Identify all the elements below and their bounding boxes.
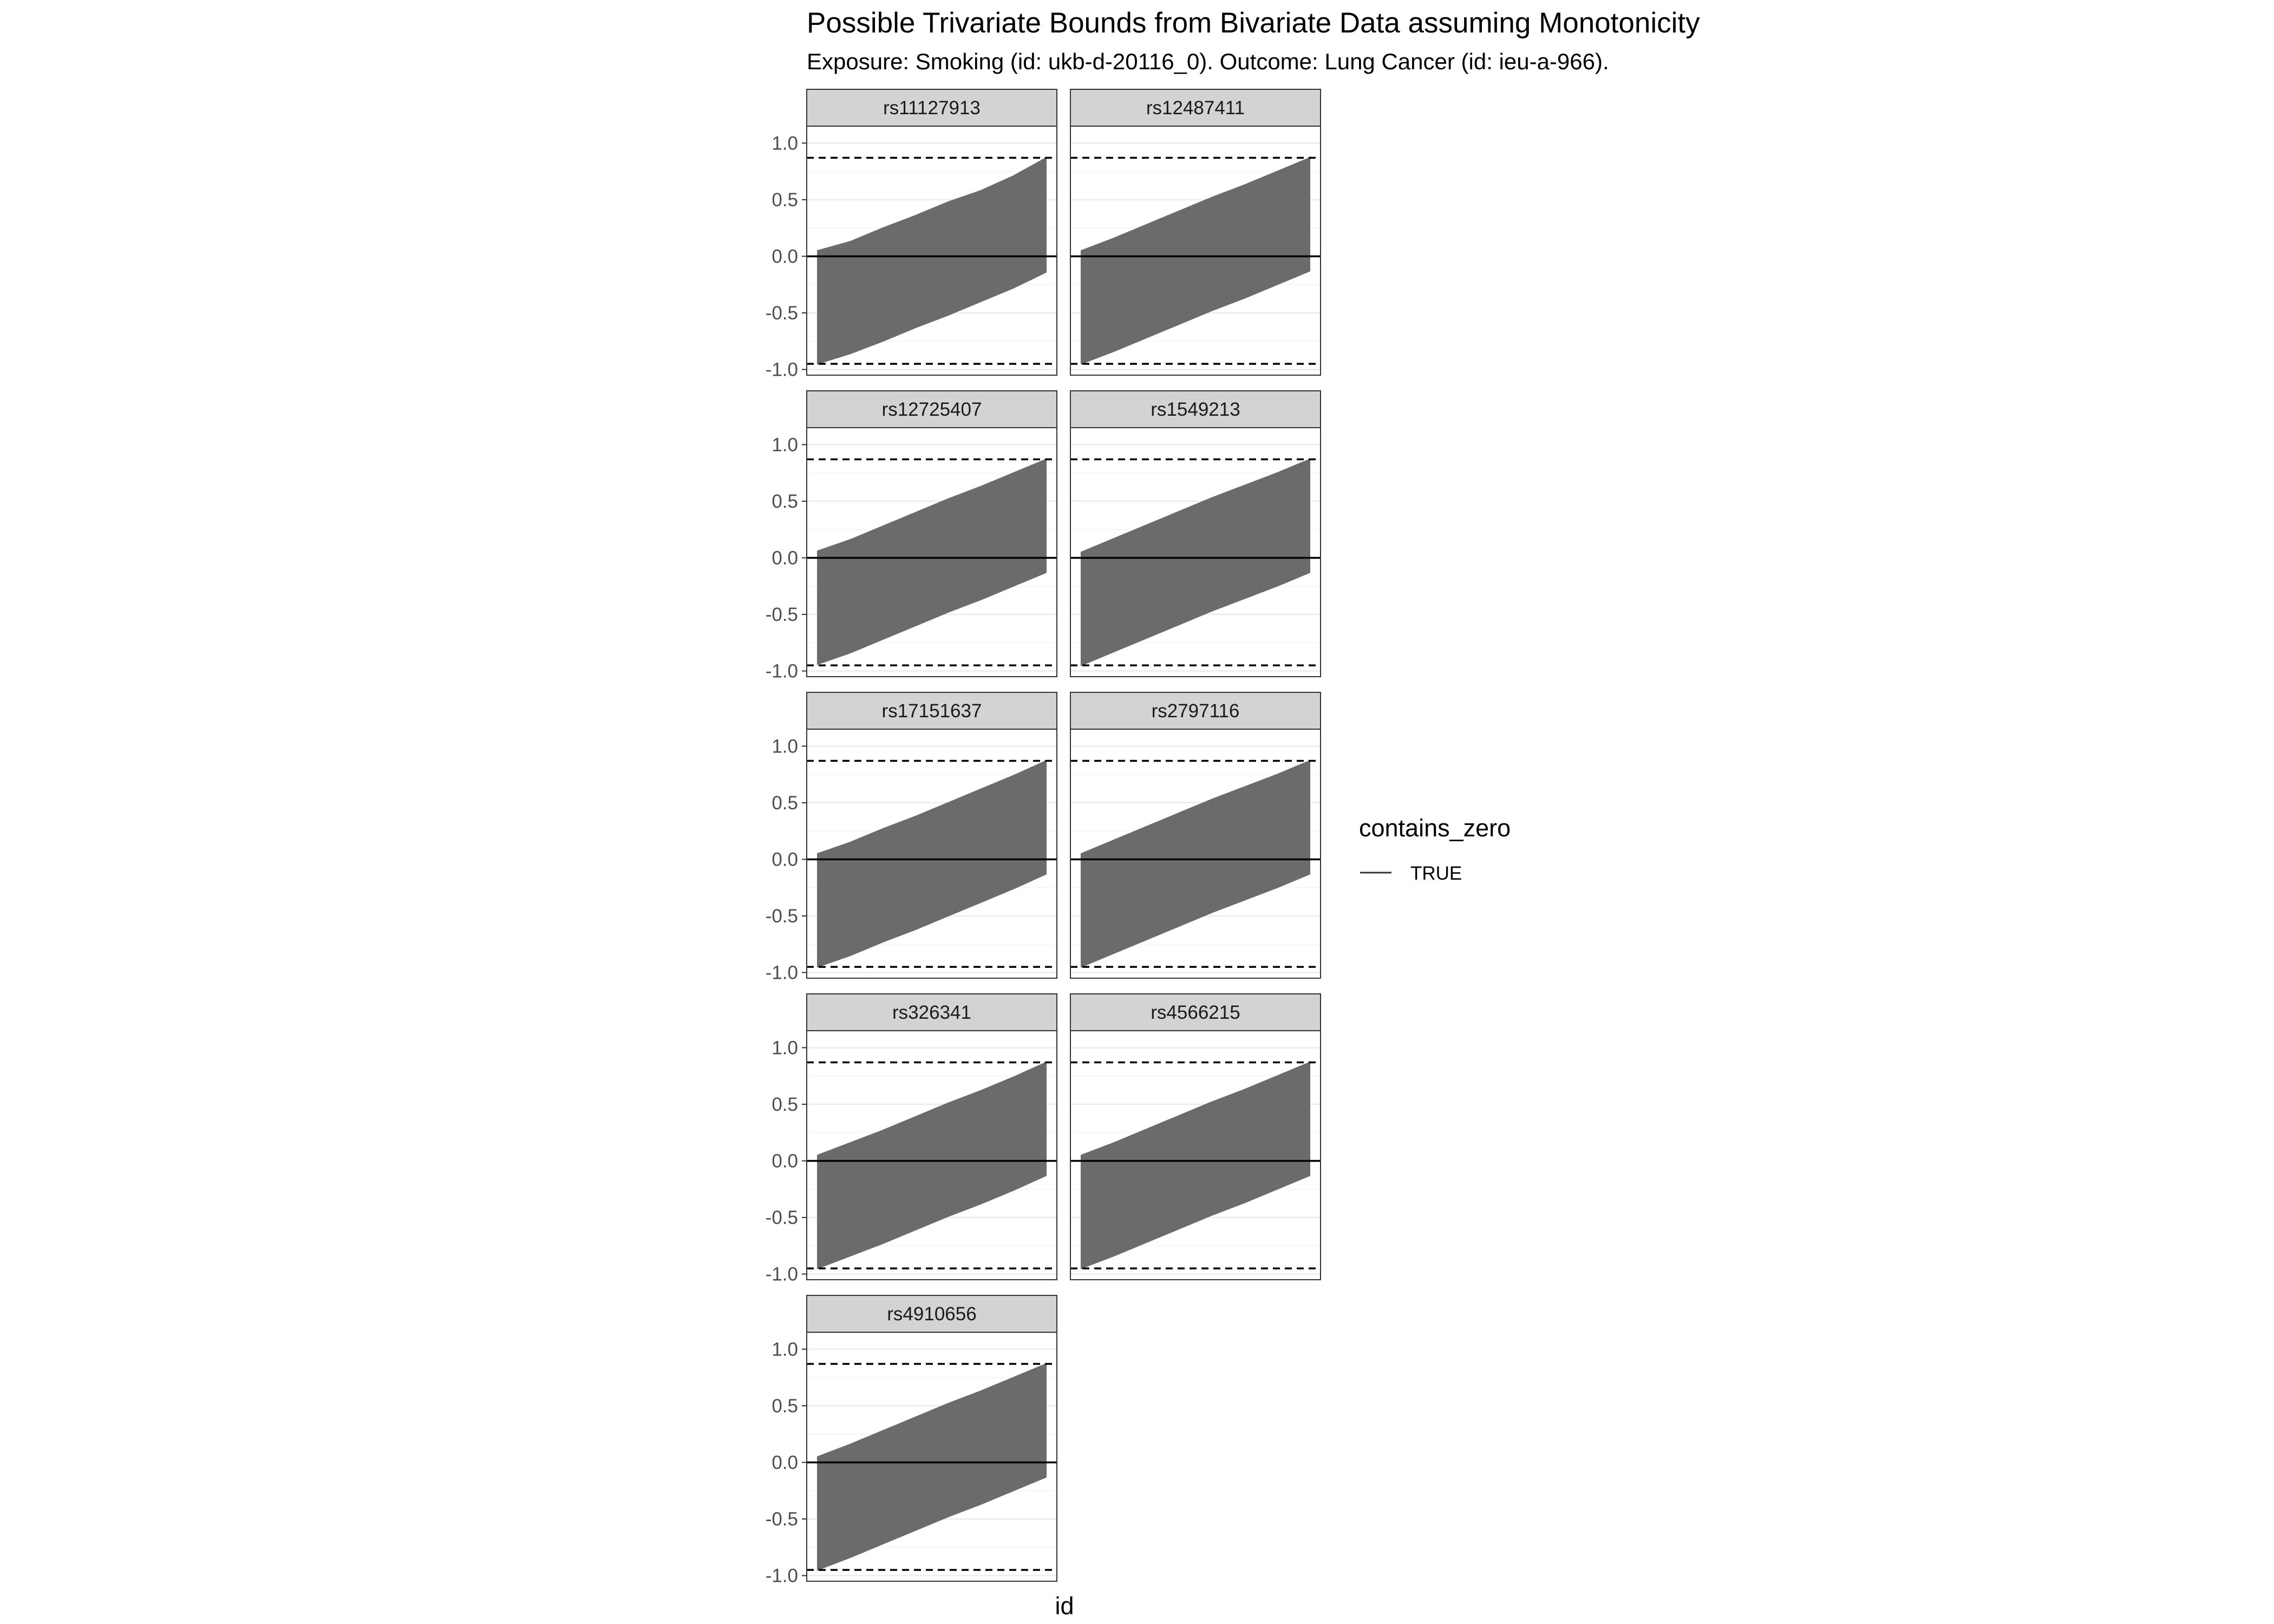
- panel-border: [1070, 427, 1321, 677]
- panel-border: [1070, 729, 1321, 979]
- bounds-band: [1081, 760, 1310, 968]
- facet-panel: rs4910656 -1.0 -0.5 0.0 0.5 1.0: [766, 1295, 1057, 1587]
- facet-strip-label: rs326341: [892, 1002, 971, 1023]
- y-tick-label: 0.5: [772, 793, 798, 814]
- facet-panel: rs12725407 -1.0 -0.5 0.0 0.5 1.0: [766, 390, 1057, 682]
- y-tick-label: 0.0: [772, 1150, 798, 1171]
- y-tick-label: 0.5: [772, 1094, 798, 1115]
- facet-strip-label: rs12487411: [1146, 97, 1245, 119]
- y-tick-label: -0.5: [766, 906, 798, 927]
- y-tick-label: -0.5: [766, 604, 798, 625]
- bounds-band: [817, 1062, 1047, 1269]
- panel-border: [806, 427, 1057, 677]
- bounds-band: [817, 156, 1047, 365]
- facet-panel: rs17151637 -1.0 -0.5 0.0 0.5 1.0: [766, 692, 1057, 984]
- legend-label: TRUE: [1410, 863, 1462, 884]
- facet-strip: [806, 89, 1057, 127]
- facet-strip-label: rs11127913: [883, 97, 981, 119]
- bounds-band: [817, 760, 1047, 968]
- facet-strip-label: rs12725407: [882, 399, 982, 420]
- y-tick-label: 1.0: [772, 133, 798, 154]
- y-tick-label: -1.0: [766, 1264, 798, 1285]
- chart-title: Possible Trivariate Bounds from Bivariat…: [807, 7, 1700, 39]
- panel-border: [806, 1332, 1057, 1582]
- bounds-band: [817, 459, 1047, 665]
- facet-strip: [806, 692, 1057, 730]
- y-tick-label: -0.5: [766, 1509, 798, 1530]
- y-tick-label: -1.0: [766, 962, 798, 984]
- y-tick-label: 0.5: [772, 189, 798, 211]
- facet-panel: rs326341 -1.0 -0.5 0.0 0.5 1.0: [766, 993, 1057, 1285]
- y-tick-label: 0.0: [772, 246, 798, 267]
- facet-strip-label: rs4566215: [1151, 1002, 1240, 1023]
- facet-strip: [806, 390, 1057, 428]
- y-tick-label: 1.0: [772, 1339, 798, 1360]
- bounds-band: [1081, 157, 1310, 365]
- facet-panel: rs2797116: [1070, 692, 1321, 979]
- legend: contains_zero TRUE: [1359, 814, 1511, 884]
- panel-border: [806, 729, 1057, 979]
- y-tick-label: 0.0: [772, 547, 798, 568]
- facet-strip-label: rs4910656: [887, 1304, 976, 1325]
- legend-title: contains_zero: [1359, 814, 1511, 842]
- facet-panel: rs11127913 -1.0 -0.5 0.0 0.5 1.0: [766, 89, 1057, 381]
- y-tick-label: -1.0: [766, 661, 798, 682]
- facet-strip: [806, 1295, 1057, 1333]
- y-tick-label: -1.0: [766, 359, 798, 381]
- facet-strip: [1070, 390, 1321, 428]
- panel-border: [806, 1030, 1057, 1280]
- y-tick-label: 1.0: [772, 1037, 798, 1058]
- y-tick-label: 1.0: [772, 736, 798, 757]
- y-tick-label: -1.0: [766, 1566, 798, 1587]
- panel-border: [806, 126, 1057, 376]
- panel-border: [1070, 1030, 1321, 1280]
- y-tick-label: -0.5: [766, 303, 798, 324]
- chart-subtitle: Exposure: Smoking (id: ukb-d-20116_0). O…: [807, 49, 1609, 74]
- facet-panel: rs4566215: [1070, 993, 1321, 1280]
- x-axis-label: id: [1055, 1592, 1074, 1620]
- facet-strip-label: rs2797116: [1152, 700, 1240, 722]
- facet-strip: [1070, 993, 1321, 1031]
- facet-strip-label: rs17151637: [882, 700, 982, 722]
- y-tick-label: 1.0: [772, 434, 798, 455]
- facet-grid: rs11127913 -1.0 -0.5 0.0 0.5 1.0 rs12487411 rs1…: [766, 89, 1321, 1587]
- facet-strip-label: rs1549213: [1151, 399, 1240, 420]
- facet-strip: [1070, 89, 1321, 127]
- bounds-band: [1081, 459, 1310, 666]
- y-tick-label: -0.5: [766, 1207, 798, 1228]
- bounds-band: [1081, 1062, 1310, 1269]
- facet-panel: rs12487411: [1070, 89, 1321, 376]
- y-tick-label: 0.5: [772, 1396, 798, 1417]
- y-tick-label: 0.0: [772, 849, 798, 870]
- facet-panel: rs1549213: [1070, 390, 1321, 677]
- panel-border: [1070, 126, 1321, 376]
- facet-strip: [806, 993, 1057, 1031]
- y-tick-label: 0.5: [772, 491, 798, 512]
- bounds-band: [817, 1363, 1047, 1571]
- y-tick-label: 0.0: [772, 1452, 798, 1473]
